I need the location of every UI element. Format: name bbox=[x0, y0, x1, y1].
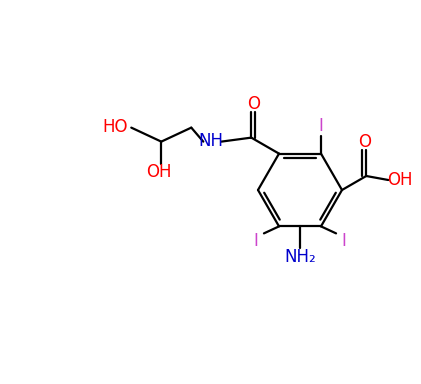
Text: HO: HO bbox=[103, 118, 128, 136]
Text: OH: OH bbox=[147, 163, 172, 180]
Text: NH: NH bbox=[199, 132, 224, 150]
Text: OH: OH bbox=[387, 171, 413, 189]
Text: O: O bbox=[358, 133, 371, 151]
Text: I: I bbox=[319, 117, 323, 135]
Text: NH₂: NH₂ bbox=[284, 248, 316, 266]
Text: I: I bbox=[341, 232, 346, 250]
Text: I: I bbox=[253, 232, 258, 250]
Text: O: O bbox=[247, 94, 260, 113]
